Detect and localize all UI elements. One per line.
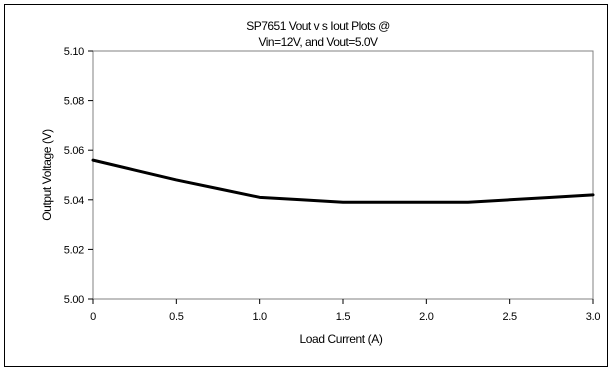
x-axis: 0 0.5 1.0 1.5 2.0 2.5 3.0: [90, 299, 601, 323]
y-tick-label: 5.02: [64, 244, 84, 256]
x-tick-label: 1.0: [252, 311, 267, 323]
x-tick-label: 1.5: [336, 311, 351, 323]
x-tick-label: 3.0: [586, 311, 601, 323]
x-tick-label: 2.5: [502, 311, 517, 323]
y-axis: 5.10 5.08 5.06 5.04 5.02 5.00: [64, 46, 93, 306]
y-tick-label: 5.10: [64, 46, 84, 58]
x-tick-label: 0.5: [169, 311, 184, 323]
x-tick-label: 0: [90, 311, 96, 323]
y-tick-label: 5.06: [64, 145, 84, 157]
y-tick-label: 5.08: [64, 96, 84, 108]
y-tick-label: 5.00: [64, 294, 84, 306]
chart-title-line2: Vin=12V, and Vout=5.0V: [258, 35, 378, 49]
y-axis-title: Output Voltage (V): [40, 129, 54, 221]
chart-title-line1: SP7651 Vout v s Iout Plots @: [246, 19, 390, 33]
x-tick-label: 2.0: [419, 311, 434, 323]
plot-area: [92, 50, 594, 300]
x-axis-title: Load Current (A): [300, 332, 383, 346]
series-line: [91, 158, 595, 204]
y-tick-label: 5.04: [64, 195, 84, 207]
